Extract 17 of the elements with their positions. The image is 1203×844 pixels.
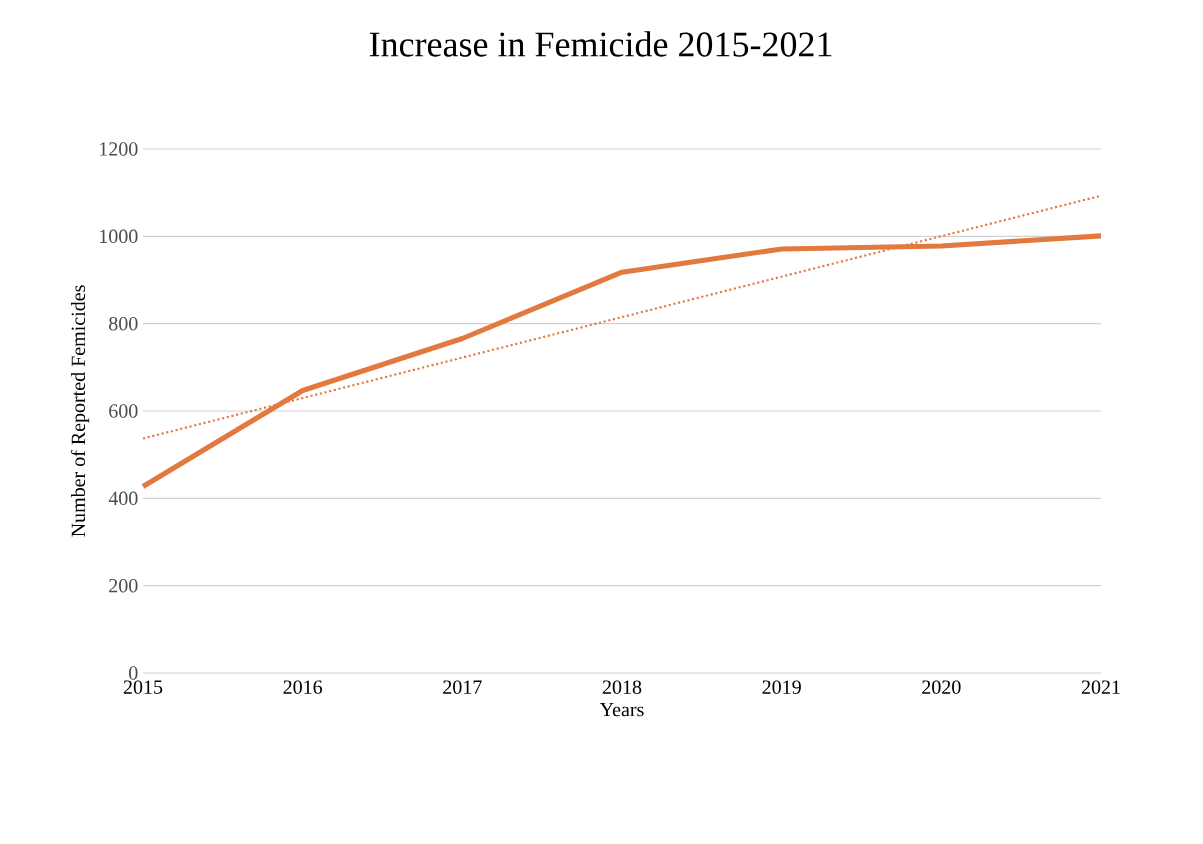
y-tick-label: 200 bbox=[109, 578, 138, 593]
y-tick-label: 800 bbox=[109, 316, 138, 331]
y-tick-label: 600 bbox=[109, 404, 138, 418]
x-tick-label: 2020 bbox=[922, 680, 961, 694]
x-tick-label: 2021 bbox=[1081, 680, 1120, 694]
x-tick-label: 2016 bbox=[283, 680, 323, 694]
y-tick-label: 1200 bbox=[100, 142, 138, 156]
x-tick-label: 2015 bbox=[123, 680, 163, 694]
chart-title: Increase in Femicide 2015-2021 bbox=[369, 31, 832, 57]
x-tick-label: 2018 bbox=[602, 680, 642, 694]
x-axis-title: Years bbox=[599, 703, 644, 717]
y-tick-label: 0 bbox=[129, 666, 138, 680]
y-tick-label: 1000 bbox=[100, 229, 138, 244]
y-tick-label: 400 bbox=[108, 491, 138, 506]
y-axis-title: Number of Reported Femicides bbox=[70, 285, 90, 537]
x-tick-label: 2017 bbox=[443, 680, 482, 694]
x-tick-label: 2019 bbox=[762, 680, 801, 694]
